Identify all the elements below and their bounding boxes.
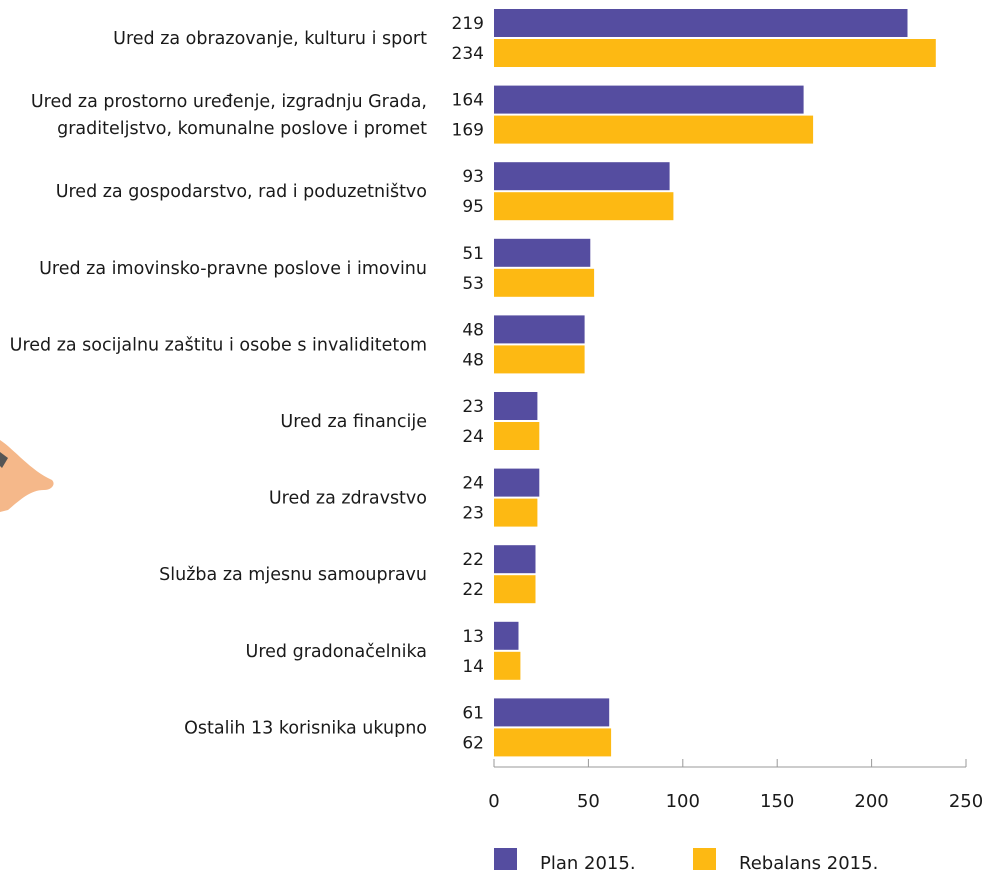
- decorative-hand-illustration: [0, 440, 54, 512]
- value-label: 48: [462, 320, 484, 340]
- bar-plan: [494, 545, 536, 574]
- bar-rebalans: [494, 268, 595, 297]
- x-axis: 0 50 100 150 200 250: [488, 759, 983, 812]
- bar-plan: [494, 392, 538, 420]
- bar-rebalans: [494, 651, 521, 680]
- legend: Plan 2015. Rebalans 2015.: [494, 848, 878, 872]
- bar-plan: [494, 162, 670, 191]
- value-label: 234: [452, 44, 484, 64]
- bar-rebalans: [494, 575, 536, 604]
- value-label: 22: [462, 550, 484, 570]
- bar-plan: [494, 468, 540, 497]
- bar-rebalans: [494, 39, 936, 67]
- category-label: Ured za financije: [280, 412, 427, 432]
- category-label: Ured za gospodarstvo, rad i poduzetništv…: [56, 182, 427, 202]
- value-label: 62: [462, 733, 484, 753]
- value-label: 51: [462, 244, 484, 264]
- x-tick-label: 0: [488, 791, 499, 812]
- bar-rebalans: [494, 728, 612, 757]
- bar-plan: [494, 9, 908, 37]
- bar-plan: [494, 315, 585, 344]
- bars: [494, 9, 936, 757]
- category-label: Služba za mjesnu samoupravu: [159, 565, 427, 585]
- bar-rebalans: [494, 345, 585, 374]
- category-label: Ured za imovinsko-pravne poslove i imovi…: [39, 259, 427, 279]
- value-labels: 219 234 164 169 93 95 51 53 48 48 23 24 24 23 22 22 13 14…: [452, 14, 484, 753]
- category-label: Ured gradonačelnika: [246, 642, 427, 662]
- legend-label: Plan 2015.: [540, 853, 636, 872]
- x-tick-label: 200: [854, 791, 888, 812]
- value-label: 219: [452, 14, 484, 34]
- category-labels: Ured za obrazovanje, kulturu i sport Ured…: [10, 29, 427, 738]
- value-label: 14: [462, 657, 484, 677]
- value-label: 23: [462, 504, 484, 524]
- value-label: 53: [462, 274, 484, 294]
- x-tick-label: 100: [666, 791, 700, 812]
- value-label: 93: [462, 167, 484, 187]
- bar-plan: [494, 698, 610, 727]
- category-label: Ured za socijalnu zaštitu i osobe s inva…: [10, 335, 427, 355]
- x-tick-label: 150: [760, 791, 794, 812]
- value-label: 95: [462, 197, 484, 217]
- value-label: 22: [462, 580, 484, 600]
- bar-rebalans: [494, 422, 540, 450]
- category-label: Ured za prostorno uređenje, izgradnju Gr…: [31, 92, 427, 139]
- category-label: Ostalih 13 korisnika ukupno: [184, 718, 427, 738]
- bar-rebalans: [494, 498, 538, 527]
- value-label: 164: [452, 91, 484, 111]
- value-label: 13: [462, 627, 484, 647]
- legend-label: Rebalans 2015.: [739, 853, 878, 872]
- legend-swatch: [693, 848, 716, 870]
- bar-rebalans: [494, 115, 814, 144]
- x-tick-label: 250: [949, 791, 983, 812]
- value-label: 61: [462, 703, 484, 723]
- category-label: Ured za obrazovanje, kulturu i sport: [113, 29, 427, 49]
- legend-swatch: [494, 848, 517, 870]
- bar-rebalans: [494, 192, 674, 221]
- category-label: Ured za zdravstvo: [269, 489, 427, 509]
- value-label: 24: [462, 474, 484, 494]
- value-label: 24: [462, 427, 484, 447]
- value-label: 48: [462, 350, 484, 370]
- x-tick-label: 50: [577, 791, 600, 812]
- bar-plan: [494, 85, 804, 114]
- bar-plan: [494, 238, 591, 267]
- value-label: 169: [452, 121, 484, 141]
- value-label: 23: [462, 397, 484, 417]
- bar-plan: [494, 621, 519, 650]
